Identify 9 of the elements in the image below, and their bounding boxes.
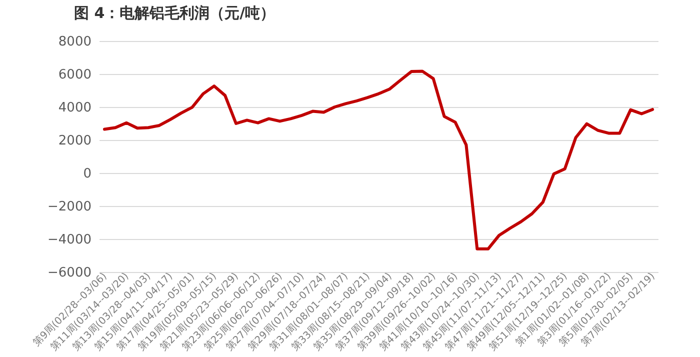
y-tick-label: 6000 [58, 68, 92, 82]
y-tick-label: −4000 [48, 232, 92, 248]
y-tick-label: 2000 [58, 134, 92, 148]
y-tick-label: 4000 [58, 100, 92, 116]
y-tick-label: 0 [83, 166, 92, 182]
y-tick-label: 8000 [58, 34, 92, 50]
line-series [102, 70, 654, 250]
chart-title: 图 4：电解铝毛利润（元/吨） [74, 4, 276, 22]
y-tick-label: −2000 [48, 200, 92, 214]
